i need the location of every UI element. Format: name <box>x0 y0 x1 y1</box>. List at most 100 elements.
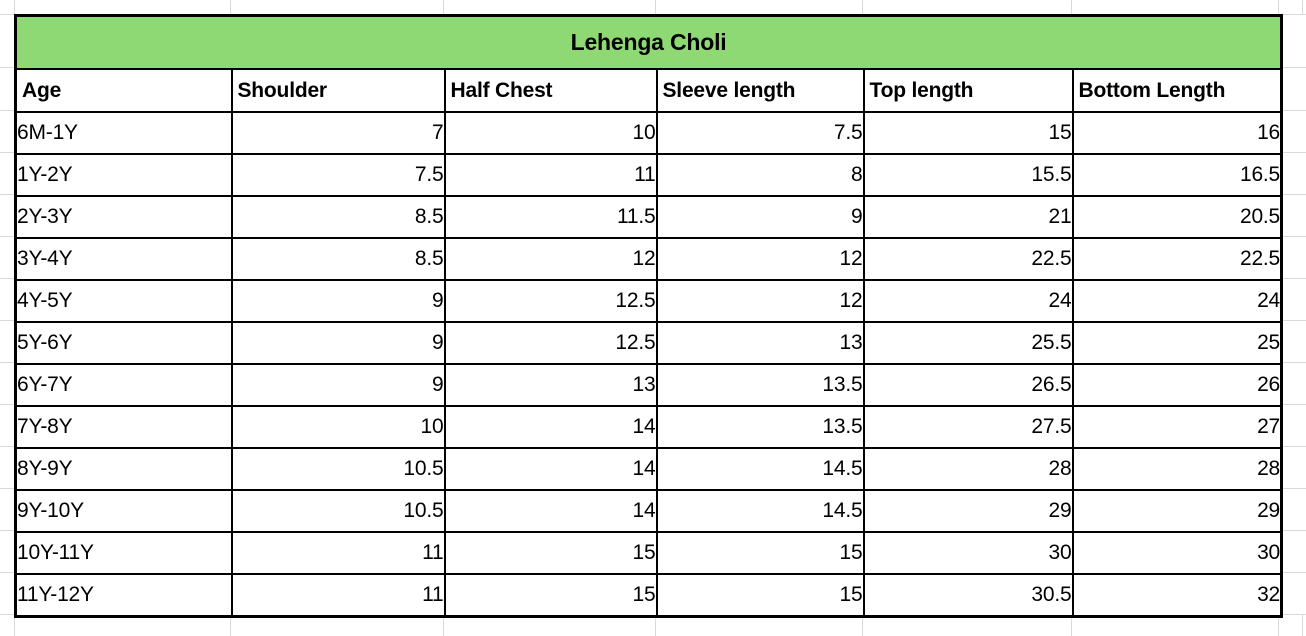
table-row: 8Y-9Y 10.5 14 14.5 28 28 <box>14 447 1283 491</box>
cell-value[interactable]: 7 <box>230 111 446 155</box>
cell-value[interactable]: 32 <box>1071 573 1283 618</box>
cell-value[interactable]: 12 <box>655 237 865 281</box>
cell-value[interactable]: 14 <box>443 405 658 449</box>
cell-value[interactable]: 13 <box>655 321 865 365</box>
cell-value[interactable]: 30.5 <box>862 573 1074 618</box>
column-header-shoulder[interactable]: Shoulder <box>230 68 446 113</box>
cell-value[interactable]: 22.5 <box>1071 237 1283 281</box>
column-header-bottom-length[interactable]: Bottom Length <box>1071 68 1283 113</box>
cell-value[interactable]: 15 <box>655 573 865 618</box>
gridline <box>1280 278 1306 279</box>
cell-value[interactable]: 9 <box>230 363 446 407</box>
cell-value[interactable]: 24 <box>862 279 1074 323</box>
cell-value[interactable]: 14 <box>443 489 658 533</box>
cell-value[interactable]: 8.5 <box>230 237 446 281</box>
cell-value[interactable]: 26 <box>1071 363 1283 407</box>
gridline <box>1280 572 1306 573</box>
gridline <box>14 615 15 636</box>
gridline <box>0 404 14 405</box>
cell-age[interactable]: 7Y-8Y <box>14 405 233 449</box>
cell-value[interactable]: 12 <box>443 237 658 281</box>
cell-value[interactable]: 21 <box>862 195 1074 239</box>
cell-value[interactable]: 7.5 <box>230 153 446 197</box>
cell-age[interactable]: 8Y-9Y <box>14 447 233 491</box>
cell-value[interactable]: 15 <box>655 531 865 575</box>
cell-age[interactable]: 11Y-12Y <box>14 573 233 618</box>
table-row: 3Y-4Y 8.5 12 12 22.5 22.5 <box>14 237 1283 281</box>
cell-value[interactable]: 13.5 <box>655 363 865 407</box>
cell-value[interactable]: 14.5 <box>655 489 865 533</box>
cell-value[interactable]: 15 <box>862 111 1074 155</box>
cell-value[interactable]: 22.5 <box>862 237 1074 281</box>
cell-value[interactable]: 30 <box>1071 531 1283 575</box>
cell-value[interactable]: 11 <box>230 573 446 618</box>
table-row: 9Y-10Y 10.5 14 14.5 29 29 <box>14 489 1283 533</box>
cell-value[interactable]: 12 <box>655 279 865 323</box>
cell-value[interactable]: 8.5 <box>230 195 446 239</box>
gridline <box>862 615 863 636</box>
cell-value[interactable]: 28 <box>862 447 1074 491</box>
gridline <box>1280 14 1306 15</box>
cell-value[interactable]: 13 <box>443 363 658 407</box>
column-header-half-chest[interactable]: Half Chest <box>443 68 658 113</box>
cell-value[interactable]: 25 <box>1071 321 1283 365</box>
cell-age[interactable]: 1Y-2Y <box>14 153 233 197</box>
cell-value[interactable]: 11.5 <box>443 195 658 239</box>
cell-value[interactable]: 10 <box>443 111 658 155</box>
cell-age[interactable]: 6M-1Y <box>14 111 233 155</box>
cell-value[interactable]: 11 <box>230 531 446 575</box>
cell-age[interactable]: 4Y-5Y <box>14 279 233 323</box>
cell-value[interactable]: 15.5 <box>862 153 1074 197</box>
column-header-top-length[interactable]: Top length <box>862 68 1074 113</box>
cell-value[interactable]: 7.5 <box>655 111 865 155</box>
cell-value[interactable]: 12.5 <box>443 279 658 323</box>
cell-age[interactable]: 10Y-11Y <box>14 531 233 575</box>
gridline <box>0 320 14 321</box>
cell-value[interactable]: 28 <box>1071 447 1283 491</box>
cell-value[interactable]: 11 <box>443 153 658 197</box>
column-header-age[interactable]: Age <box>14 68 233 113</box>
cell-value[interactable]: 29 <box>1071 489 1283 533</box>
cell-age[interactable]: 6Y-7Y <box>14 363 233 407</box>
cell-value[interactable]: 24 <box>1071 279 1283 323</box>
cell-value[interactable]: 10.5 <box>230 447 446 491</box>
cell-value[interactable]: 20.5 <box>1071 195 1283 239</box>
gridline <box>1071 615 1072 636</box>
gridline <box>0 614 14 615</box>
cell-value[interactable]: 15 <box>443 573 658 618</box>
gridline <box>0 194 14 195</box>
cell-value[interactable]: 27 <box>1071 405 1283 449</box>
gridline <box>1302 0 1303 14</box>
cell-value[interactable]: 10.5 <box>230 489 446 533</box>
gridline <box>0 488 14 489</box>
cell-value[interactable]: 15 <box>443 531 658 575</box>
cell-value[interactable]: 29 <box>862 489 1074 533</box>
size-chart-table: Lehenga Choli Age Shoulder Half Chest Sl… <box>14 14 1284 618</box>
cell-value[interactable]: 14 <box>443 447 658 491</box>
cell-value[interactable]: 26.5 <box>862 363 1074 407</box>
gridline <box>0 278 14 279</box>
cell-value[interactable]: 25.5 <box>862 321 1074 365</box>
cell-value[interactable]: 12.5 <box>443 321 658 365</box>
cell-value[interactable]: 9 <box>230 321 446 365</box>
gridline <box>1280 404 1306 405</box>
cell-age[interactable]: 5Y-6Y <box>14 321 233 365</box>
cell-value[interactable]: 14.5 <box>655 447 865 491</box>
cell-age[interactable]: 3Y-4Y <box>14 237 233 281</box>
cell-value[interactable]: 16 <box>1071 111 1283 155</box>
cell-value[interactable]: 10 <box>230 405 446 449</box>
table-row: 1Y-2Y 7.5 11 8 15.5 16.5 <box>14 153 1283 197</box>
cell-value[interactable]: 13.5 <box>655 405 865 449</box>
table-title-cell[interactable]: Lehenga Choli <box>14 14 1283 70</box>
title-row: Lehenga Choli <box>14 14 1283 70</box>
cell-age[interactable]: 9Y-10Y <box>14 489 233 533</box>
cell-value[interactable]: 9 <box>230 279 446 323</box>
cell-value[interactable]: 16.5 <box>1071 153 1283 197</box>
cell-value[interactable]: 8 <box>655 153 865 197</box>
cell-value[interactable]: 30 <box>862 531 1074 575</box>
gridline <box>0 67 14 68</box>
column-header-sleeve-length[interactable]: Sleeve length <box>655 68 865 113</box>
cell-value[interactable]: 9 <box>655 195 865 239</box>
cell-age[interactable]: 2Y-3Y <box>14 195 233 239</box>
cell-value[interactable]: 27.5 <box>862 405 1074 449</box>
